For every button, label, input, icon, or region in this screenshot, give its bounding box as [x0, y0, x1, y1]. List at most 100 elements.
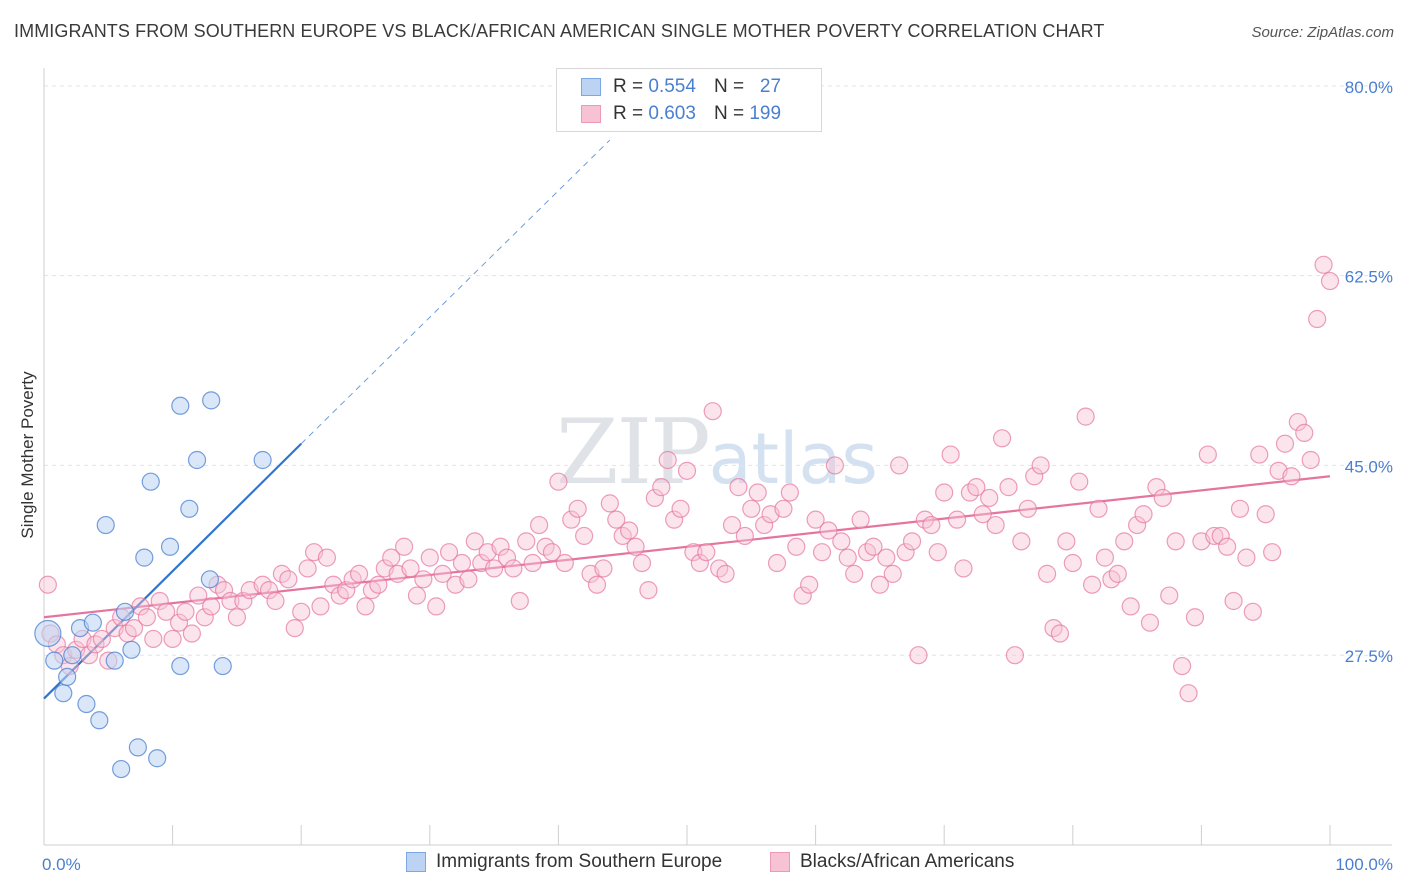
pink-point — [1153, 488, 1172, 508]
pink-point — [124, 618, 144, 638]
pink-point — [137, 608, 156, 627]
pink-point — [1140, 613, 1160, 632]
pink-point — [1301, 450, 1320, 470]
legend-r-label-pink: R = — [613, 103, 644, 124]
legend-r-value-blue: 0.554 — [648, 76, 696, 97]
blue-point — [112, 759, 131, 779]
pink-point — [729, 478, 748, 497]
blue-point — [96, 515, 115, 535]
blue-point — [54, 684, 73, 703]
pink-point — [1063, 553, 1082, 573]
pink-point — [491, 537, 510, 556]
blue-point — [83, 613, 102, 632]
blue-point — [187, 450, 207, 470]
pink-point — [266, 591, 285, 611]
pink-point — [883, 564, 902, 583]
pink-point — [189, 586, 208, 605]
pink-point — [587, 575, 607, 594]
pink-point — [337, 581, 356, 600]
y-tick-label: 27.5% — [1345, 647, 1393, 666]
pink-point — [401, 559, 420, 578]
pink-point — [626, 537, 645, 556]
pink-point — [497, 548, 517, 567]
pink-point — [671, 499, 690, 518]
legend-row-blue: R = 0.554 N = 27 — [581, 74, 781, 100]
pink-point — [1012, 532, 1031, 551]
label-layer: 27.5% 45.0% 62.5% 80.0% 0.0% 100.0% — [42, 78, 1393, 874]
legend-swatch-blue — [581, 78, 601, 96]
y-tick-label: 80.0% — [1345, 78, 1393, 97]
legend-n-label-blue: N = — [713, 76, 745, 97]
pink-point — [1108, 564, 1127, 583]
pink-point — [394, 537, 414, 556]
pink-point — [459, 570, 478, 589]
x-tick-label: 100.0% — [1335, 855, 1393, 874]
pink-point — [1057, 532, 1076, 551]
pink-point — [549, 472, 568, 491]
blue-point — [90, 711, 109, 730]
pink-point — [369, 575, 388, 594]
pink-point — [1243, 602, 1262, 621]
pink-point — [632, 553, 652, 573]
pink-point — [1256, 505, 1275, 524]
source-label: Source: ZipAtlas.com — [1251, 24, 1394, 41]
pink-point — [176, 602, 195, 621]
pink-point — [864, 537, 883, 556]
pink-point — [645, 488, 664, 508]
blue-point — [77, 694, 96, 714]
pink-point — [214, 581, 234, 600]
pink-point — [1089, 499, 1108, 518]
blue-point — [180, 499, 199, 518]
pink-point — [465, 532, 484, 551]
blue-trend-extension — [300, 139, 611, 445]
pink-point — [1050, 624, 1070, 643]
pink-point — [311, 597, 330, 616]
pink-point — [1320, 271, 1340, 291]
blue-points — [34, 391, 272, 779]
pink-point — [1160, 586, 1179, 605]
blue-point — [135, 548, 154, 567]
pink-point — [1295, 423, 1314, 442]
pink-point — [1173, 656, 1192, 676]
blue-point — [105, 651, 124, 670]
pink-point — [677, 461, 697, 480]
bottom-legend-label-blue: Immigrants from Southern Europe — [436, 851, 723, 872]
blue-trend-line — [43, 442, 302, 700]
pink-point — [182, 624, 201, 643]
blue-point — [171, 656, 190, 676]
blue-point — [63, 646, 82, 665]
pink-point — [780, 483, 799, 502]
pink-point — [1031, 456, 1050, 475]
pink-point — [767, 553, 787, 573]
pink-point — [928, 543, 947, 562]
legend-r-label-blue: R = — [613, 76, 644, 97]
watermark-atlas: atlas — [708, 418, 878, 500]
pink-point — [407, 586, 427, 605]
blue-point — [202, 391, 221, 410]
pink-point — [806, 510, 825, 529]
pink-point — [600, 494, 619, 513]
axis-layer — [43, 68, 1392, 846]
blue-point — [213, 656, 232, 676]
pink-point — [973, 505, 992, 524]
pink-point — [1037, 564, 1057, 583]
pink-point — [221, 591, 240, 611]
pink-point — [787, 537, 806, 556]
pink-point — [92, 629, 111, 649]
pink-point — [285, 618, 304, 638]
pink-point — [144, 629, 163, 649]
bottom-legend-label-pink: Blacks/African Americans — [800, 851, 1015, 872]
pink-point — [697, 543, 716, 562]
pink-point — [1205, 526, 1224, 546]
pink-point — [1263, 543, 1282, 562]
blue-point — [141, 472, 160, 491]
x-tick-label: 0.0% — [42, 855, 81, 874]
blue-point — [58, 667, 77, 687]
pink-point — [722, 515, 742, 535]
pink-point — [38, 575, 57, 594]
watermark: ZIPatlas — [556, 400, 878, 505]
pink-point — [1211, 526, 1230, 546]
pink-point — [1076, 407, 1095, 426]
pink-point — [870, 575, 890, 594]
pink-point — [1314, 255, 1333, 274]
